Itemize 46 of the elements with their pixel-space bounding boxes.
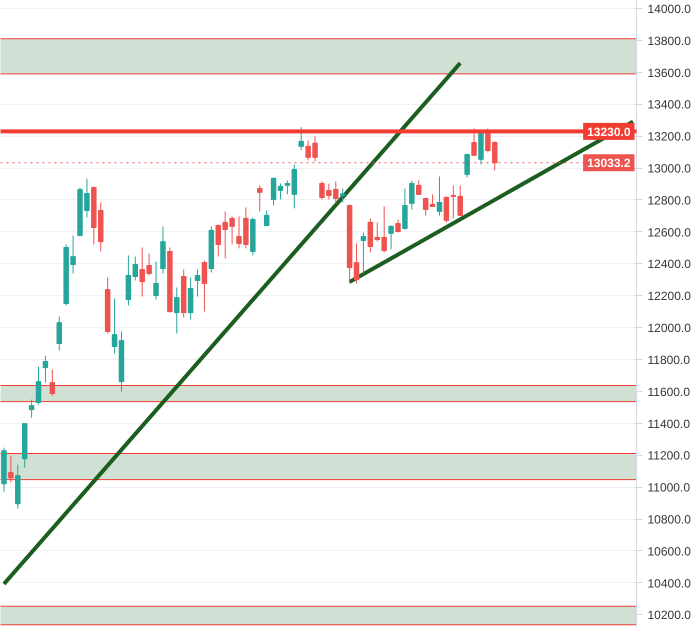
candlestick — [256, 184, 262, 212]
y-tick-label: 12400.0 — [648, 257, 692, 272]
candlestick — [174, 287, 180, 334]
y-tick-label: 12000.0 — [648, 321, 692, 336]
y-tick-label: 13000.0 — [648, 162, 692, 176]
y-tick-label: 11600.0 — [648, 384, 690, 399]
candlestick — [42, 355, 48, 384]
candlestick — [50, 369, 56, 396]
y-tick-label: 12800.0 — [648, 193, 692, 208]
y-tick-label: 13400.0 — [648, 98, 692, 112]
y-tick-label: 10800.0 — [648, 512, 692, 527]
y-tick-label: 10600.0 — [648, 544, 692, 558]
candlestick — [153, 261, 159, 300]
candlestick — [28, 399, 34, 418]
candlestick — [436, 176, 442, 216]
candlestick — [36, 366, 42, 406]
candlestick — [444, 196, 450, 224]
ref-line-label: 13033.2 — [587, 156, 631, 170]
candlestick — [56, 316, 62, 352]
y-tick-label: 10400.0 — [648, 576, 692, 590]
y-tick-label: 10200.0 — [648, 608, 692, 622]
y-tick-label: 11200.0 — [648, 448, 690, 463]
candlestick — [471, 128, 477, 156]
candlestick — [194, 268, 200, 298]
candlestick — [8, 455, 14, 484]
candlestick — [395, 219, 401, 233]
candlestick — [388, 224, 394, 250]
candlestick — [340, 188, 346, 203]
candlestick — [416, 180, 422, 196]
y-tick-label: 13200.0 — [648, 130, 692, 144]
y-tick-label: 11400.0 — [648, 416, 690, 431]
y-tick-label: 12200.0 — [648, 289, 692, 304]
y-tick-label: 13800.0 — [648, 34, 692, 48]
candlestick — [464, 153, 470, 178]
candlestick — [402, 188, 408, 230]
candlestick — [409, 180, 415, 210]
y-tick-label: 11800.0 — [648, 352, 690, 367]
y-tick-label: 11000.0 — [648, 480, 690, 495]
y-tick-label: 14000.0 — [648, 2, 692, 16]
y-tick-label: 13600.0 — [648, 66, 692, 80]
candlestick — [360, 232, 366, 274]
ref-line-label: 13230.0 — [587, 124, 631, 139]
candlestick — [202, 260, 208, 312]
candlestick — [298, 126, 304, 151]
y-tick-label: 12600.0 — [648, 225, 692, 240]
candlestick — [264, 210, 270, 226]
